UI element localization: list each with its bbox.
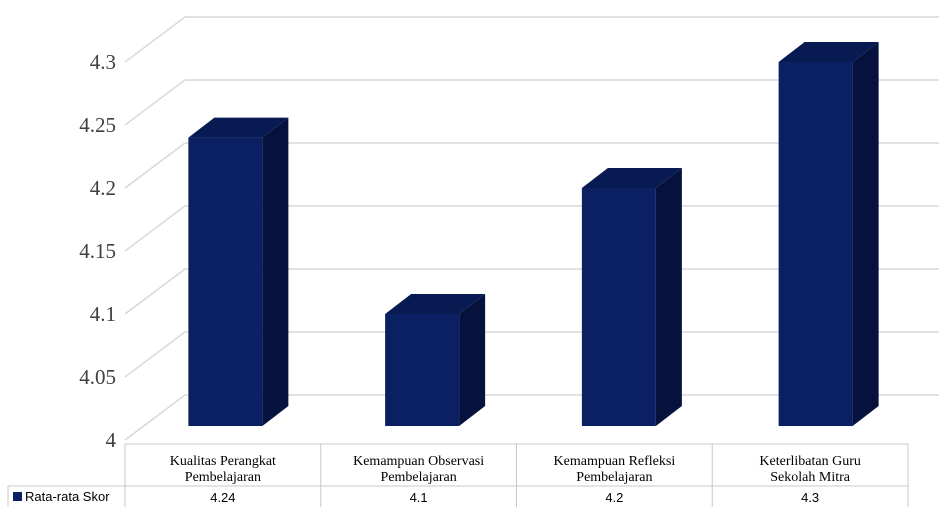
x-tick-label: Kemampuan Observasi Pembelajaran [353, 454, 484, 485]
bar [385, 294, 486, 426]
data-label: 4.24 [210, 490, 235, 505]
data-label: 4.2 [605, 490, 623, 505]
bar [188, 117, 289, 426]
y-axis-ticks: 4 4.05 4.1 4.15 4.2 4.25 4.3 [79, 50, 116, 452]
legend-swatch [13, 492, 22, 501]
bars [188, 42, 879, 426]
y-tick-label: 4.1 [90, 302, 116, 326]
y-tick-label: 4.15 [79, 239, 116, 263]
x-tick-label: Kemampuan Refleksi Pembelajaran [554, 454, 676, 485]
x-tick-label: Kualitas Perangkat Pembelajaran [170, 454, 276, 485]
data-table: Kualitas Perangkat Pembelajaran Kemampuan … [7, 443, 909, 507]
y-tick-label: 4.3 [90, 50, 116, 74]
bar [778, 42, 879, 426]
y-tick-label: 4.2 [90, 176, 116, 200]
gridline [124, 16, 939, 63]
data-label: 4.3 [801, 490, 819, 505]
y-tick-label: 4.25 [79, 113, 116, 137]
y-tick-label: 4.05 [79, 365, 116, 389]
bar [581, 168, 682, 426]
data-label: 4.1 [410, 490, 428, 505]
x-tick-label: Keterlibatan Guru Sekolah Mitra [759, 454, 860, 485]
legend-label: Rata-rata Skor [25, 489, 110, 504]
y-tick-label: 4 [106, 428, 117, 452]
